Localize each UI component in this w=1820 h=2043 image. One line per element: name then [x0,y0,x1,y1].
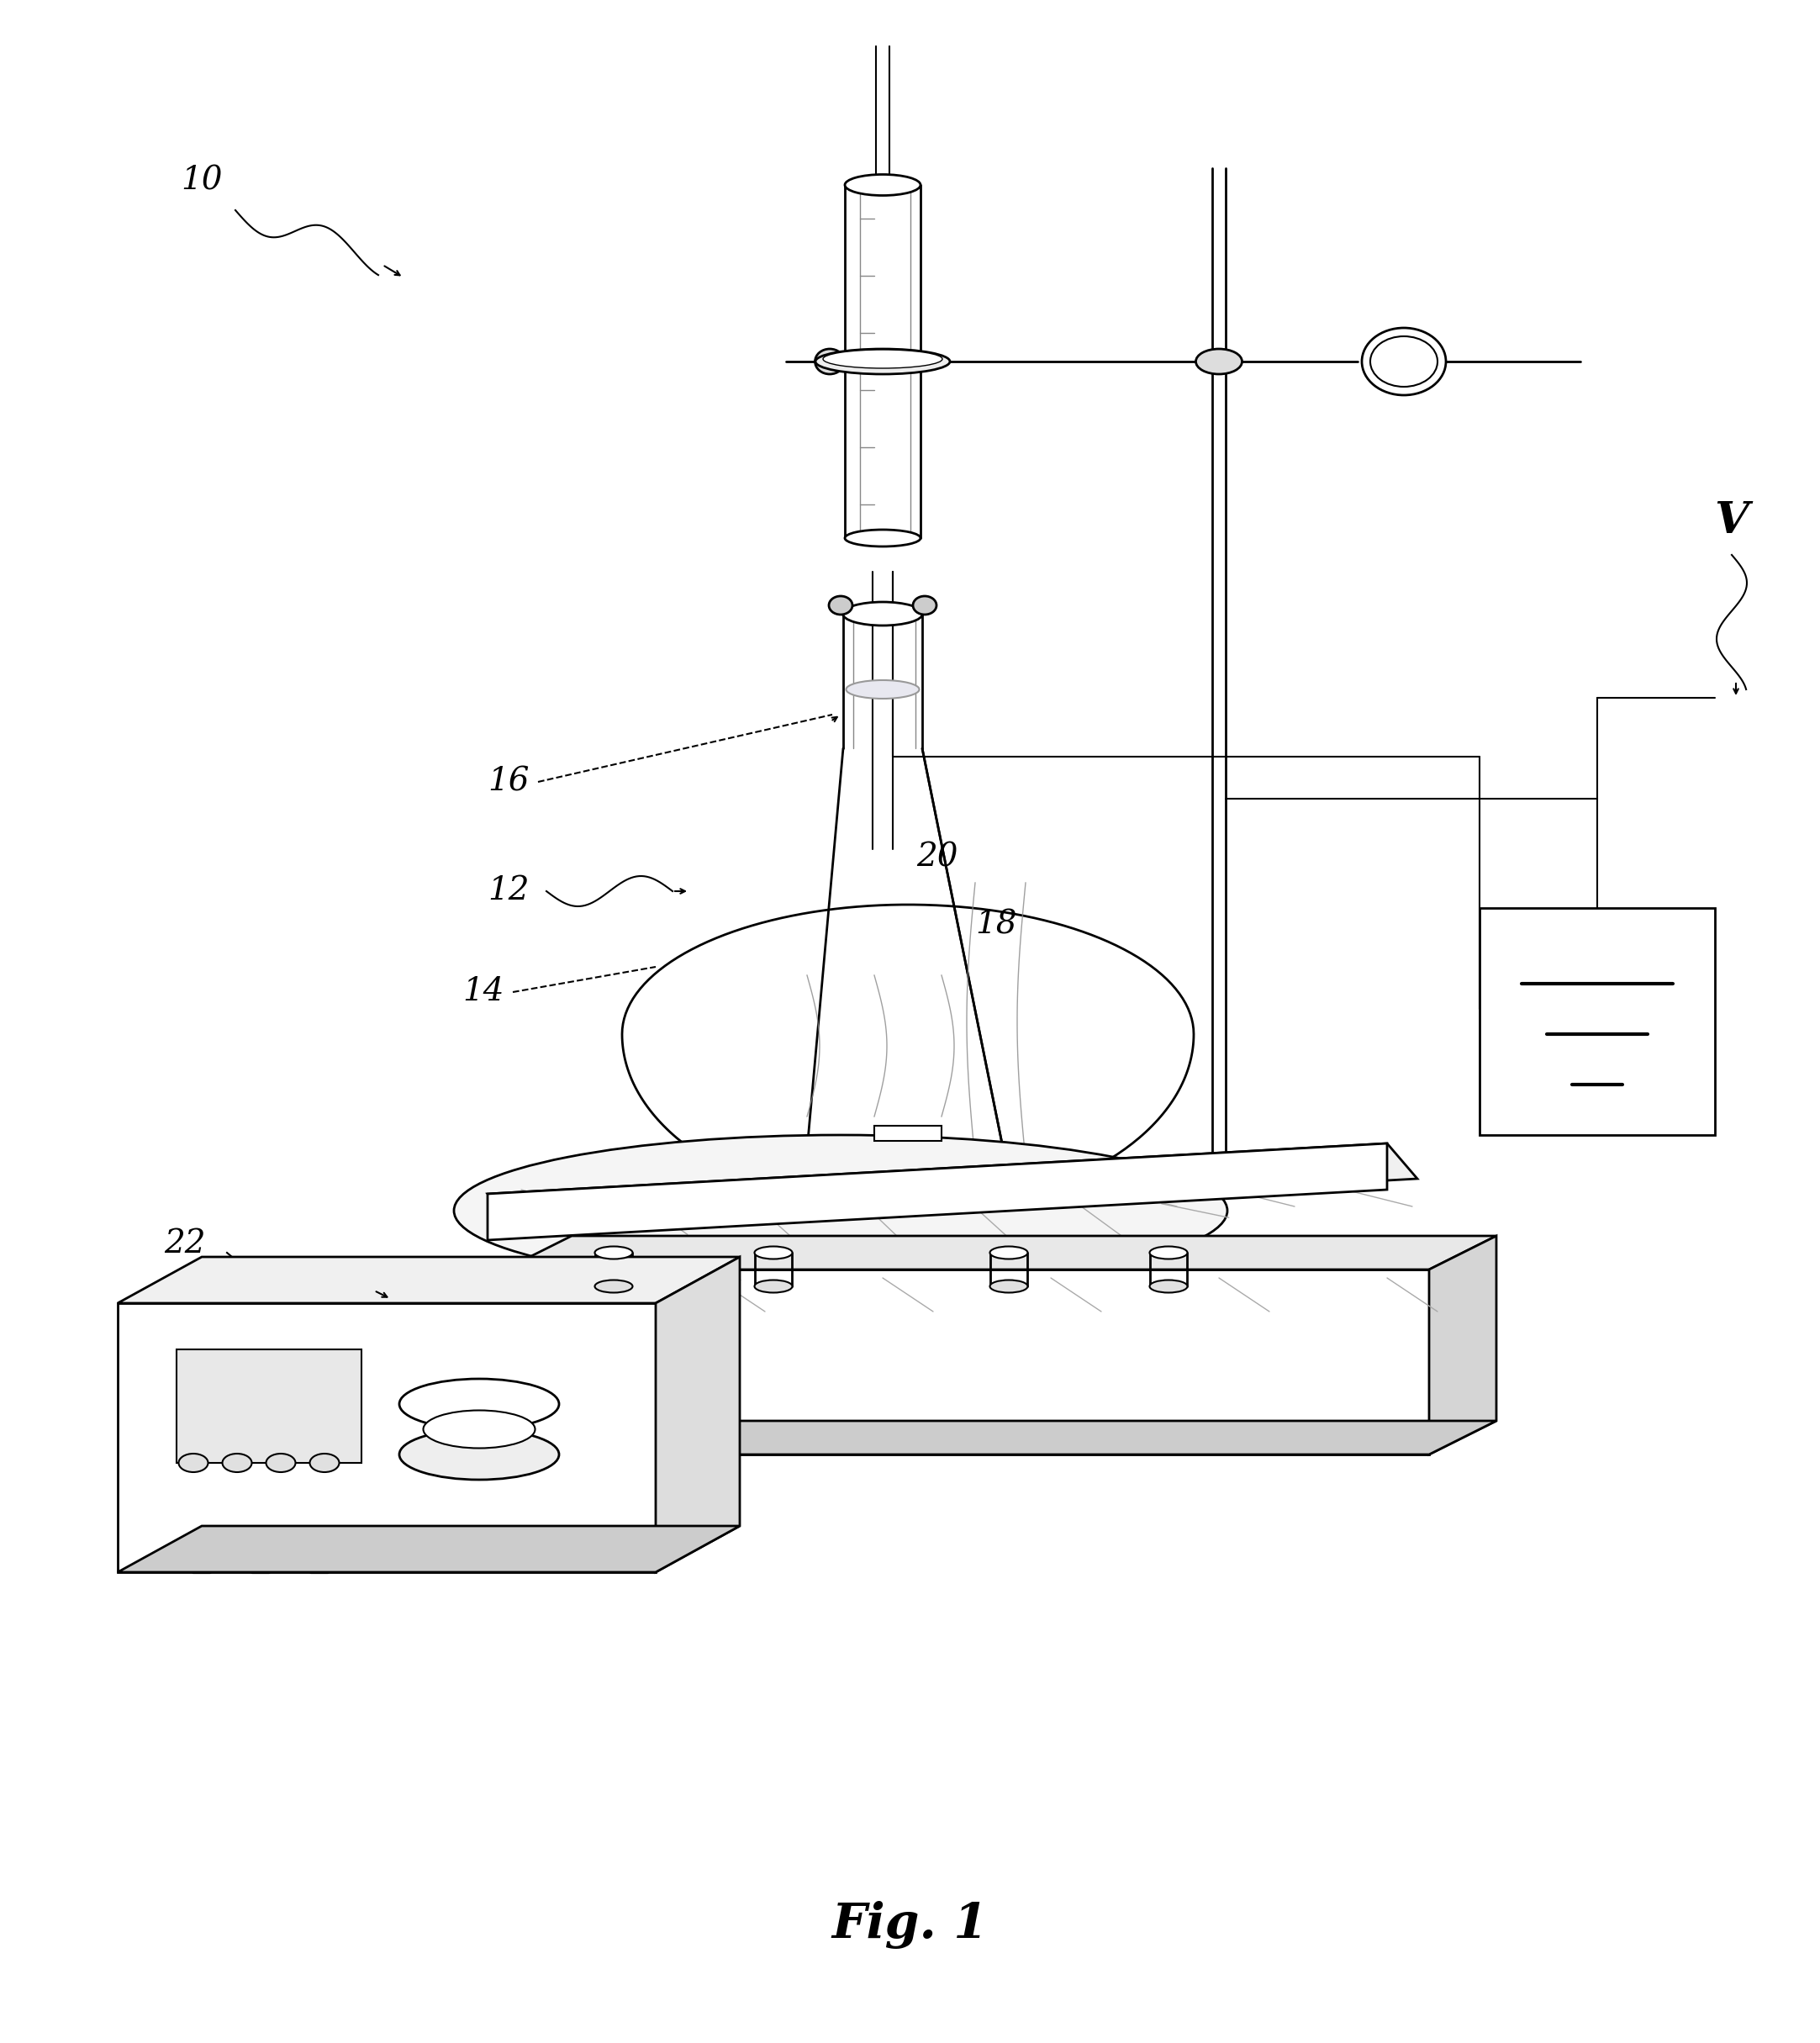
Ellipse shape [266,1455,295,1473]
Ellipse shape [815,349,844,374]
Ellipse shape [309,1455,339,1473]
Polygon shape [655,1256,739,1573]
Ellipse shape [823,349,943,368]
Ellipse shape [990,1281,1028,1293]
Ellipse shape [828,597,852,615]
Ellipse shape [990,1246,1028,1258]
Ellipse shape [178,1455,207,1473]
Polygon shape [1429,1236,1496,1455]
Ellipse shape [843,603,923,625]
Ellipse shape [1150,1281,1187,1293]
Ellipse shape [844,174,921,196]
Polygon shape [488,1144,1418,1230]
Ellipse shape [595,1246,633,1258]
Text: Fig. 1: Fig. 1 [832,1902,988,1949]
Polygon shape [118,1526,739,1573]
Polygon shape [488,1144,1387,1240]
Ellipse shape [222,1455,251,1473]
Text: 22: 22 [164,1228,206,1261]
Ellipse shape [399,1430,559,1479]
Ellipse shape [846,680,919,699]
Ellipse shape [1150,1246,1187,1258]
Ellipse shape [399,1379,559,1430]
Text: 20: 20 [915,842,957,872]
Text: V: V [1714,501,1749,543]
Text: 14: 14 [462,977,504,1007]
Ellipse shape [815,349,950,374]
Text: 10: 10 [180,165,222,196]
Bar [874,1126,941,1140]
Ellipse shape [914,597,937,615]
Text: 18: 18 [976,909,1017,940]
Text: 12: 12 [488,876,530,907]
Polygon shape [504,1269,1429,1455]
Ellipse shape [755,1281,792,1293]
Ellipse shape [755,1246,792,1258]
Ellipse shape [1370,337,1438,386]
Ellipse shape [844,529,921,545]
Bar [1480,907,1714,1136]
Ellipse shape [453,1136,1227,1287]
Polygon shape [118,1256,739,1303]
Ellipse shape [1361,327,1445,394]
Ellipse shape [424,1410,535,1448]
Bar [177,1348,362,1463]
Text: 16: 16 [488,766,530,797]
Ellipse shape [1196,349,1241,374]
Polygon shape [504,1420,1496,1455]
Ellipse shape [595,1281,633,1293]
Polygon shape [504,1236,1496,1269]
Polygon shape [118,1303,655,1573]
